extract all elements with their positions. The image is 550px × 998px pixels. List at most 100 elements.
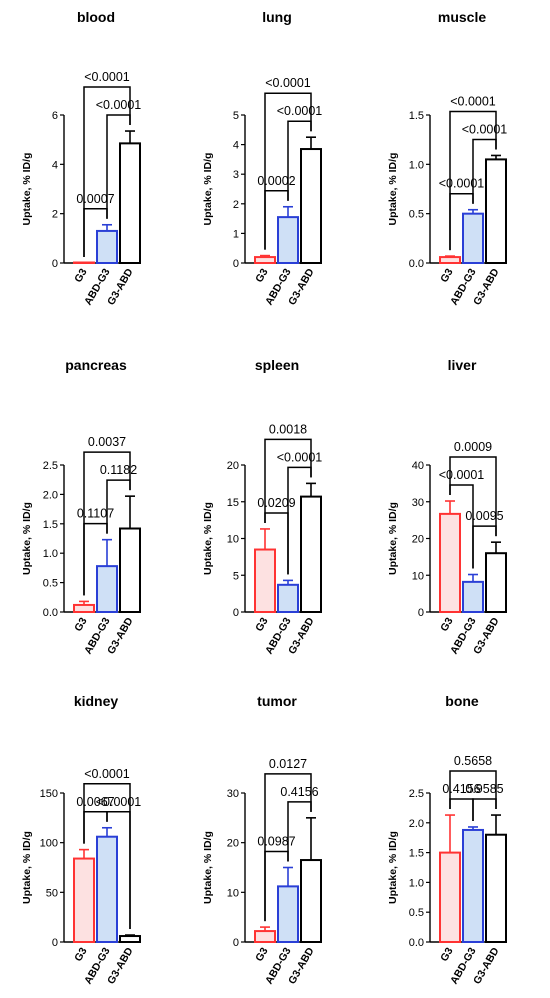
p-value-label: <0.0001 (439, 177, 485, 191)
y-tick-label: 30 (412, 497, 424, 509)
significance-bracket (83, 86, 131, 257)
category-label: G3 (253, 945, 270, 963)
panel-title: pancreas (65, 357, 127, 373)
panel-title: liver (448, 357, 477, 373)
y-tick-label: 20 (412, 534, 424, 546)
y-tick-label: 0.0 (409, 258, 424, 270)
y-tick-label: 0 (233, 937, 239, 949)
significance-bracket (264, 438, 312, 523)
significance-bracket (449, 798, 474, 821)
y-axis-label: Uptake, % ID/g (202, 502, 214, 575)
p-value-label: 0.1182 (100, 463, 137, 477)
p-value-label: 0.0067 (76, 795, 114, 809)
category-label: G3 (72, 266, 89, 284)
y-tick-label: 2.0 (43, 489, 58, 501)
p-value-label: <0.0001 (450, 94, 496, 108)
panel-title: blood (77, 9, 115, 25)
y-tick-label: 1 (233, 228, 239, 240)
bar-ABD-G3 (96, 835, 118, 943)
p-value-label: <0.0001 (84, 767, 130, 781)
y-tick-label: 0.0 (43, 607, 58, 619)
p-value-label: 0.0209 (257, 496, 295, 510)
p-value-label: 0.4156 (280, 785, 318, 799)
y-axis-label: Uptake, % ID/g (202, 153, 214, 226)
bar-ABD-G3 (462, 580, 484, 613)
p-value-label: 0.9585 (465, 782, 503, 796)
y-tick-label: 1.5 (43, 519, 58, 531)
y-tick-label: 0 (52, 937, 58, 949)
p-value-label: <0.0001 (84, 70, 130, 84)
p-value-label: <0.0001 (462, 122, 508, 136)
y-tick-label: 0.5 (43, 578, 58, 590)
bar-ABD-G3 (277, 583, 299, 613)
significance-bracket (83, 783, 131, 930)
bar-G3 (254, 930, 276, 943)
bar-G3 (73, 261, 95, 264)
y-tick-label: 3 (233, 169, 239, 181)
y-tick-label: 4 (52, 159, 58, 171)
p-value-label: 0.4156 (442, 782, 480, 796)
y-tick-label: 2 (233, 199, 239, 211)
panel-pancreas: pancreas 0.0 0.5 1.0 1.5 2.0 2.5 Uptake, % ID/g… (21, 357, 141, 656)
y-tick-label: 20 (227, 460, 239, 472)
p-value-label: 0.0009 (454, 440, 492, 454)
y-tick-label: 2.5 (409, 788, 424, 800)
y-tick-label: 5 (233, 110, 239, 122)
significance-bracket (472, 798, 497, 821)
bar-G3-ABD (485, 833, 507, 943)
bar-G3 (73, 603, 95, 613)
panel-title: spleen (255, 357, 299, 373)
bar-ABD-G3 (96, 565, 118, 613)
y-tick-label: 6 (52, 110, 58, 122)
p-value-label: 0.0037 (88, 435, 126, 449)
significance-bracket (264, 773, 312, 922)
y-tick-label: 0 (233, 258, 239, 270)
category-label: G3 (253, 266, 270, 284)
p-value-label: 0.0127 (269, 757, 307, 771)
panel-title: bone (445, 693, 479, 709)
y-tick-label: 20 (227, 838, 239, 850)
p-value-label: 0.0007 (76, 192, 114, 206)
y-tick-label: 1.5 (409, 848, 424, 860)
panel-title: lung (262, 9, 292, 25)
bar-G3 (439, 512, 461, 613)
y-tick-label: 2.0 (409, 818, 424, 830)
bar-G3-ABD (485, 552, 507, 614)
y-axis-label: Uptake, % ID/g (21, 153, 33, 226)
p-value-label: <0.0001 (265, 76, 311, 90)
y-axis-label: Uptake, % ID/g (387, 153, 399, 226)
bar-ABD-G3 (277, 885, 299, 944)
bar-ABD-G3 (277, 216, 299, 264)
p-value-label: <0.0001 (439, 468, 485, 482)
bar-G3 (439, 851, 461, 943)
category-label: G3 (438, 945, 455, 963)
y-tick-label: 1.0 (409, 159, 424, 171)
bar-G3-ABD (485, 158, 507, 264)
bar-G3-ABD (300, 148, 322, 264)
y-tick-label: 0 (52, 258, 58, 270)
y-tick-label: 2.5 (43, 460, 58, 472)
bar-G3 (73, 857, 95, 943)
bar-G3 (254, 548, 276, 614)
p-value-label: <0.0001 (277, 450, 323, 464)
bar-G3-ABD (119, 527, 141, 614)
p-value-label: 0.0095 (465, 509, 503, 523)
y-axis-label: Uptake, % ID/g (387, 831, 399, 904)
p-value-label: 0.0018 (269, 422, 307, 436)
y-axis-label: Uptake, % ID/g (21, 831, 33, 904)
y-tick-label: 1.0 (409, 877, 424, 889)
significance-bracket (264, 92, 312, 250)
significance-bracket (83, 451, 131, 596)
p-value-label: 0.0987 (257, 835, 295, 849)
significance-bracket (449, 456, 497, 537)
y-tick-label: 30 (227, 788, 239, 800)
panel-title: tumor (257, 693, 297, 709)
bar-G3 (254, 256, 276, 264)
y-tick-label: 4 (233, 140, 239, 152)
category-label: G3 (438, 266, 455, 284)
